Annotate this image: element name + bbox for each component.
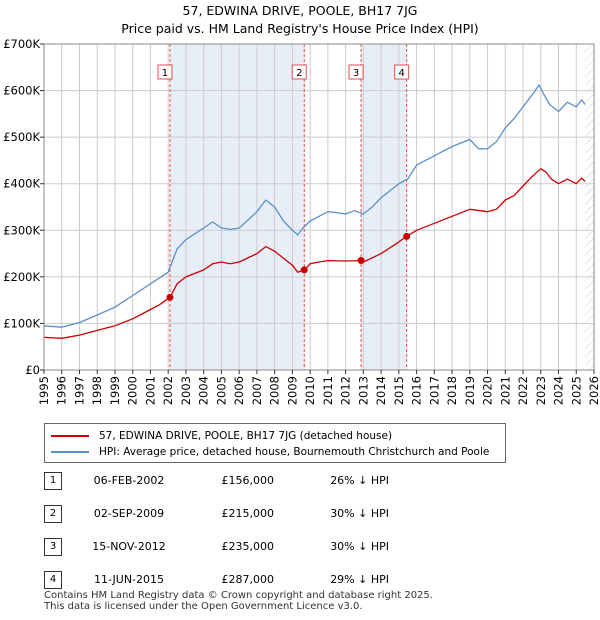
x-tick-label: 2000	[126, 376, 140, 405]
x-tick-label: 2012	[339, 376, 353, 405]
sale-date: 15-NOV-2012	[92, 540, 166, 553]
x-tick-label: 2018	[445, 376, 459, 405]
sale-price: £235,000	[221, 540, 275, 553]
x-tick-label: 2015	[392, 376, 406, 405]
x-tick-label: 2014	[374, 376, 388, 405]
x-tick-label: 2013	[356, 376, 370, 405]
sale-point	[166, 293, 174, 301]
y-tick-label: £600K	[3, 84, 40, 98]
x-tick-label: 2020	[481, 376, 495, 405]
y-tick-label: £300K	[3, 223, 40, 237]
x-tick-label: 2023	[534, 376, 548, 405]
x-tick-label: 2006	[232, 376, 246, 405]
x-tick-label: 2010	[303, 376, 317, 405]
sale-label-box	[291, 64, 307, 80]
x-tick-label: 2005	[214, 376, 228, 405]
legend-label-hpi: HPI: Average price, detached house, Bour…	[99, 446, 490, 458]
sale-date: 02-SEP-2009	[93, 507, 165, 520]
x-tick-label: 2003	[179, 376, 193, 405]
x-tick-label: 2011	[321, 376, 335, 405]
sale-number-badge: 3	[44, 538, 62, 556]
sale-date: 06-FEB-2002	[93, 474, 165, 487]
x-tick-label: 2016	[410, 376, 424, 405]
x-tick-label: 1996	[55, 376, 69, 405]
x-tick-label: 1999	[108, 376, 122, 405]
y-tick-label: £0	[25, 363, 40, 377]
x-tick-label: 1998	[90, 376, 104, 405]
sale-date: 11-JUN-2015	[93, 573, 165, 586]
x-tick-label: 2022	[516, 376, 530, 405]
sale-label-text: 4	[398, 68, 404, 79]
chart-legend: 57, EDWINA DRIVE, POOLE, BH17 7JG (detac…	[44, 423, 506, 463]
x-tick-label: 2019	[463, 376, 477, 405]
sale-label-box	[394, 64, 410, 80]
sale-number-badge: 4	[44, 571, 62, 589]
footer-license: This data is licensed under the Open Gov…	[44, 601, 363, 612]
sale-label-box	[348, 64, 364, 80]
x-tick-label: 2024	[552, 376, 566, 405]
sale-price: £156,000	[221, 474, 275, 487]
sale-hpi-diff: 30% ↓ HPI	[330, 507, 389, 520]
sale-point	[403, 232, 411, 240]
chart-subtitle: Price paid vs. HM Land Registry's House …	[121, 21, 479, 36]
legend-swatch-hpi	[51, 451, 89, 453]
footer-copyright: Contains HM Land Registry data © Crown c…	[44, 590, 433, 601]
sale-label-text: 3	[353, 68, 359, 79]
sale-price: £287,000	[221, 573, 275, 586]
sale-number-badge: 1	[44, 472, 62, 490]
sale-hpi-diff: 29% ↓ HPI	[330, 573, 389, 586]
x-tick-label: 2002	[161, 376, 175, 405]
x-tick-label: 2026	[587, 376, 600, 405]
sale-point	[357, 257, 365, 265]
sale-number-badge: 2	[44, 505, 62, 523]
x-tick-label: 2001	[143, 376, 157, 405]
sale-point	[300, 266, 308, 274]
y-tick-label: £500K	[3, 130, 40, 144]
legend-swatch-property	[51, 435, 89, 437]
series-line-hpi	[43, 84, 586, 328]
sale-hpi-diff: 30% ↓ HPI	[330, 540, 389, 553]
y-tick-label: £100K	[3, 316, 40, 330]
sale-price: £215,000	[221, 507, 275, 520]
chart-title-address: 57, EDWINA DRIVE, POOLE, BH17 7JG	[182, 3, 418, 18]
footer: Contains HM Land Registry data © Crown c…	[44, 590, 433, 612]
shaded-span	[169, 44, 305, 370]
x-tick-label: 1997	[72, 376, 86, 405]
price-chart: 1 2 3 4 £0 £100K £200K £300K £400K £500K £600K £700…	[3, 37, 600, 405]
sale-hpi-diff: 26% ↓ HPI	[330, 474, 389, 487]
x-tick-label: 2021	[498, 376, 512, 405]
sale-label-text: 1	[162, 68, 168, 79]
plot-area	[44, 44, 594, 370]
y-tick-label: £700K	[3, 37, 40, 51]
sale-label-box	[157, 64, 173, 80]
y-tick-label: £200K	[3, 270, 40, 284]
x-tick-label: 1995	[37, 376, 51, 405]
x-tick-label: 2009	[285, 376, 299, 405]
plot-frame	[43, 43, 595, 371]
x-tick-label: 2007	[250, 376, 264, 405]
shaded-span	[361, 44, 407, 370]
y-tick-label: £400K	[3, 177, 40, 191]
sale-label-text: 2	[296, 68, 302, 79]
x-tick-label: 2025	[569, 376, 583, 405]
x-tick-label: 2017	[427, 376, 441, 405]
legend-label-property: 57, EDWINA DRIVE, POOLE, BH17 7JG (detac…	[99, 430, 393, 442]
x-tick-label: 2008	[268, 376, 282, 405]
forecast-hatch	[585, 44, 594, 370]
x-tick-label: 2004	[197, 376, 211, 405]
